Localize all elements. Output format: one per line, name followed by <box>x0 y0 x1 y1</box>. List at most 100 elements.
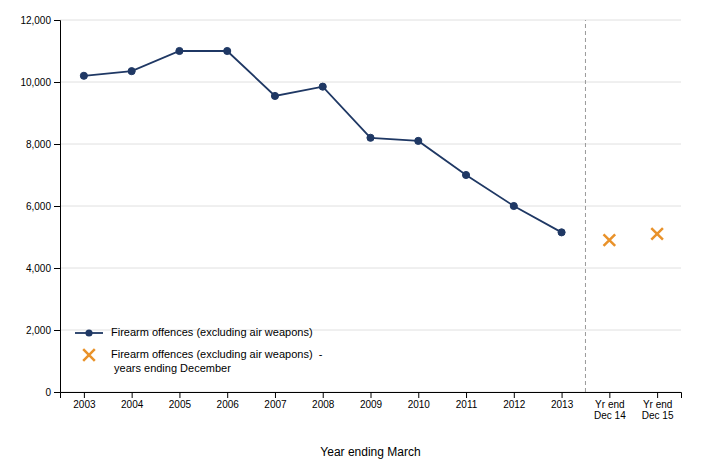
x-tick-mark <box>514 392 515 398</box>
grid-line <box>60 144 681 145</box>
x-tick-label: 2003 <box>73 399 96 410</box>
x-tick-label: 2004 <box>121 399 144 410</box>
x-tick: 2012 <box>503 392 526 410</box>
x-tick: 2007 <box>264 392 287 410</box>
y-tick-mark <box>54 330 60 331</box>
x-tick-label-line: 2007 <box>264 399 287 410</box>
x-tick: Yr endDec 14 <box>594 392 626 421</box>
y-tick-mark <box>54 392 60 393</box>
x-tick-label: 2006 <box>217 399 240 410</box>
grid-line <box>60 268 681 269</box>
x-tick-label-line: Yr end <box>643 399 672 410</box>
y-axis-line <box>54 21 61 393</box>
legend-swatch <box>85 329 92 336</box>
point <box>176 47 183 54</box>
y-tick-mark <box>54 206 60 207</box>
y-tick: 12,000 <box>20 15 60 26</box>
legend-label-line: Firearm offences (excluding air weapons) <box>111 326 313 338</box>
x-tick-label-line: Yr end <box>595 399 624 410</box>
y-axis: 0 2,000 4,000 6,000 8,000 10,000 12,000 <box>20 15 60 398</box>
y-tick-mark <box>54 144 60 145</box>
x-tick-label: 2013 <box>551 399 574 410</box>
point <box>224 47 231 54</box>
x-tick-label-line: 2010 <box>408 399 431 410</box>
point <box>510 202 517 209</box>
legend-label-line: Firearm offences (excluding air weapons)… <box>111 348 323 360</box>
x-tick-label: 2011 <box>456 399 478 410</box>
point <box>80 72 87 79</box>
legend: Firearm offences (excluding air weapons)… <box>75 326 323 373</box>
x-tick-mark <box>227 392 228 398</box>
plot-area: 0 2,000 4,000 6,000 8,000 10,000 12,000 2003 200… <box>20 15 681 421</box>
x-tick-label-line: 2012 <box>503 399 526 410</box>
x-tick-label-line: 2008 <box>312 399 335 410</box>
series-line <box>84 51 562 232</box>
point <box>319 83 326 90</box>
point <box>415 137 422 144</box>
marks <box>80 47 663 245</box>
grid-line <box>60 20 681 21</box>
grid-line <box>60 206 681 207</box>
x-tick-label-line: Dec 14 <box>594 410 626 421</box>
x-tick: 2011 <box>456 392 478 410</box>
x-tick-label: 2007 <box>264 399 287 410</box>
x-tick: Yr endDec 15 <box>642 392 674 421</box>
y-tick-label: 10,000 <box>20 77 51 88</box>
divider <box>585 20 586 392</box>
x-tick: 2003 <box>73 392 96 410</box>
point <box>558 229 565 236</box>
x-tick: 2009 <box>360 392 383 410</box>
y-tick: 0 <box>45 387 60 398</box>
x-tick-label-line: 2004 <box>121 399 144 410</box>
x-tick-label: 2009 <box>360 399 383 410</box>
y-tick-label: 4,000 <box>26 263 51 274</box>
point <box>651 228 663 240</box>
y-tick-label: 8,000 <box>26 139 51 150</box>
legend-swatch <box>83 349 95 361</box>
legend-entry: Firearm offences (excluding air weapons) <box>75 326 313 338</box>
y-tick-label: 2,000 <box>26 325 51 336</box>
grid <box>60 20 681 392</box>
y-tick: 4,000 <box>26 263 60 274</box>
legend-label: Firearm offences (excluding air weapons) <box>111 326 313 338</box>
x-tick-label-line: 2005 <box>169 399 192 410</box>
x-tick-mark <box>562 392 563 398</box>
y-tick-mark <box>54 20 60 21</box>
x-tick-label-line: 2009 <box>360 399 383 410</box>
x-tick-mark <box>418 392 419 398</box>
series <box>80 47 565 235</box>
x-tick: 2005 <box>169 392 192 410</box>
grid-line <box>60 82 681 83</box>
chart: 0 2,000 4,000 6,000 8,000 10,000 12,000 2003 200… <box>0 0 706 470</box>
series <box>604 228 663 246</box>
x-tick-label: Yr endDec 15 <box>642 399 674 421</box>
x-tick-mark <box>371 392 372 398</box>
x-tick-label-line: 2006 <box>217 399 240 410</box>
x-tick: 2006 <box>217 392 240 410</box>
y-tick: 10,000 <box>20 77 60 88</box>
x-tick: 2004 <box>121 392 144 410</box>
x-tick: 2010 <box>408 392 431 410</box>
x-tick-mark <box>323 392 324 398</box>
y-tick-label: 6,000 <box>26 201 51 212</box>
x-tick-label: 2005 <box>169 399 192 410</box>
y-tick-mark <box>54 82 60 83</box>
x-tick-label-line: Dec 15 <box>642 410 674 421</box>
x-tick-mark <box>275 392 276 398</box>
x-tick-label: 2010 <box>408 399 431 410</box>
x-tick-mark <box>179 392 180 398</box>
point <box>604 234 616 246</box>
y-tick: 8,000 <box>26 139 60 150</box>
x-tick-label: 2012 <box>503 399 526 410</box>
y-tick-label: 12,000 <box>20 15 51 26</box>
legend-label: Firearm offences (excluding air weapons)… <box>111 348 323 373</box>
point <box>128 68 135 75</box>
x-tick-mark <box>132 392 133 398</box>
point <box>367 134 374 141</box>
legend-label-line: years ending December <box>111 362 231 374</box>
x-axis-line <box>61 393 682 399</box>
x-tick-label: 2008 <box>312 399 335 410</box>
x-tick-label-line: 2003 <box>73 399 96 410</box>
x-tick: 2013 <box>551 392 574 410</box>
x-tick-mark <box>84 392 85 398</box>
